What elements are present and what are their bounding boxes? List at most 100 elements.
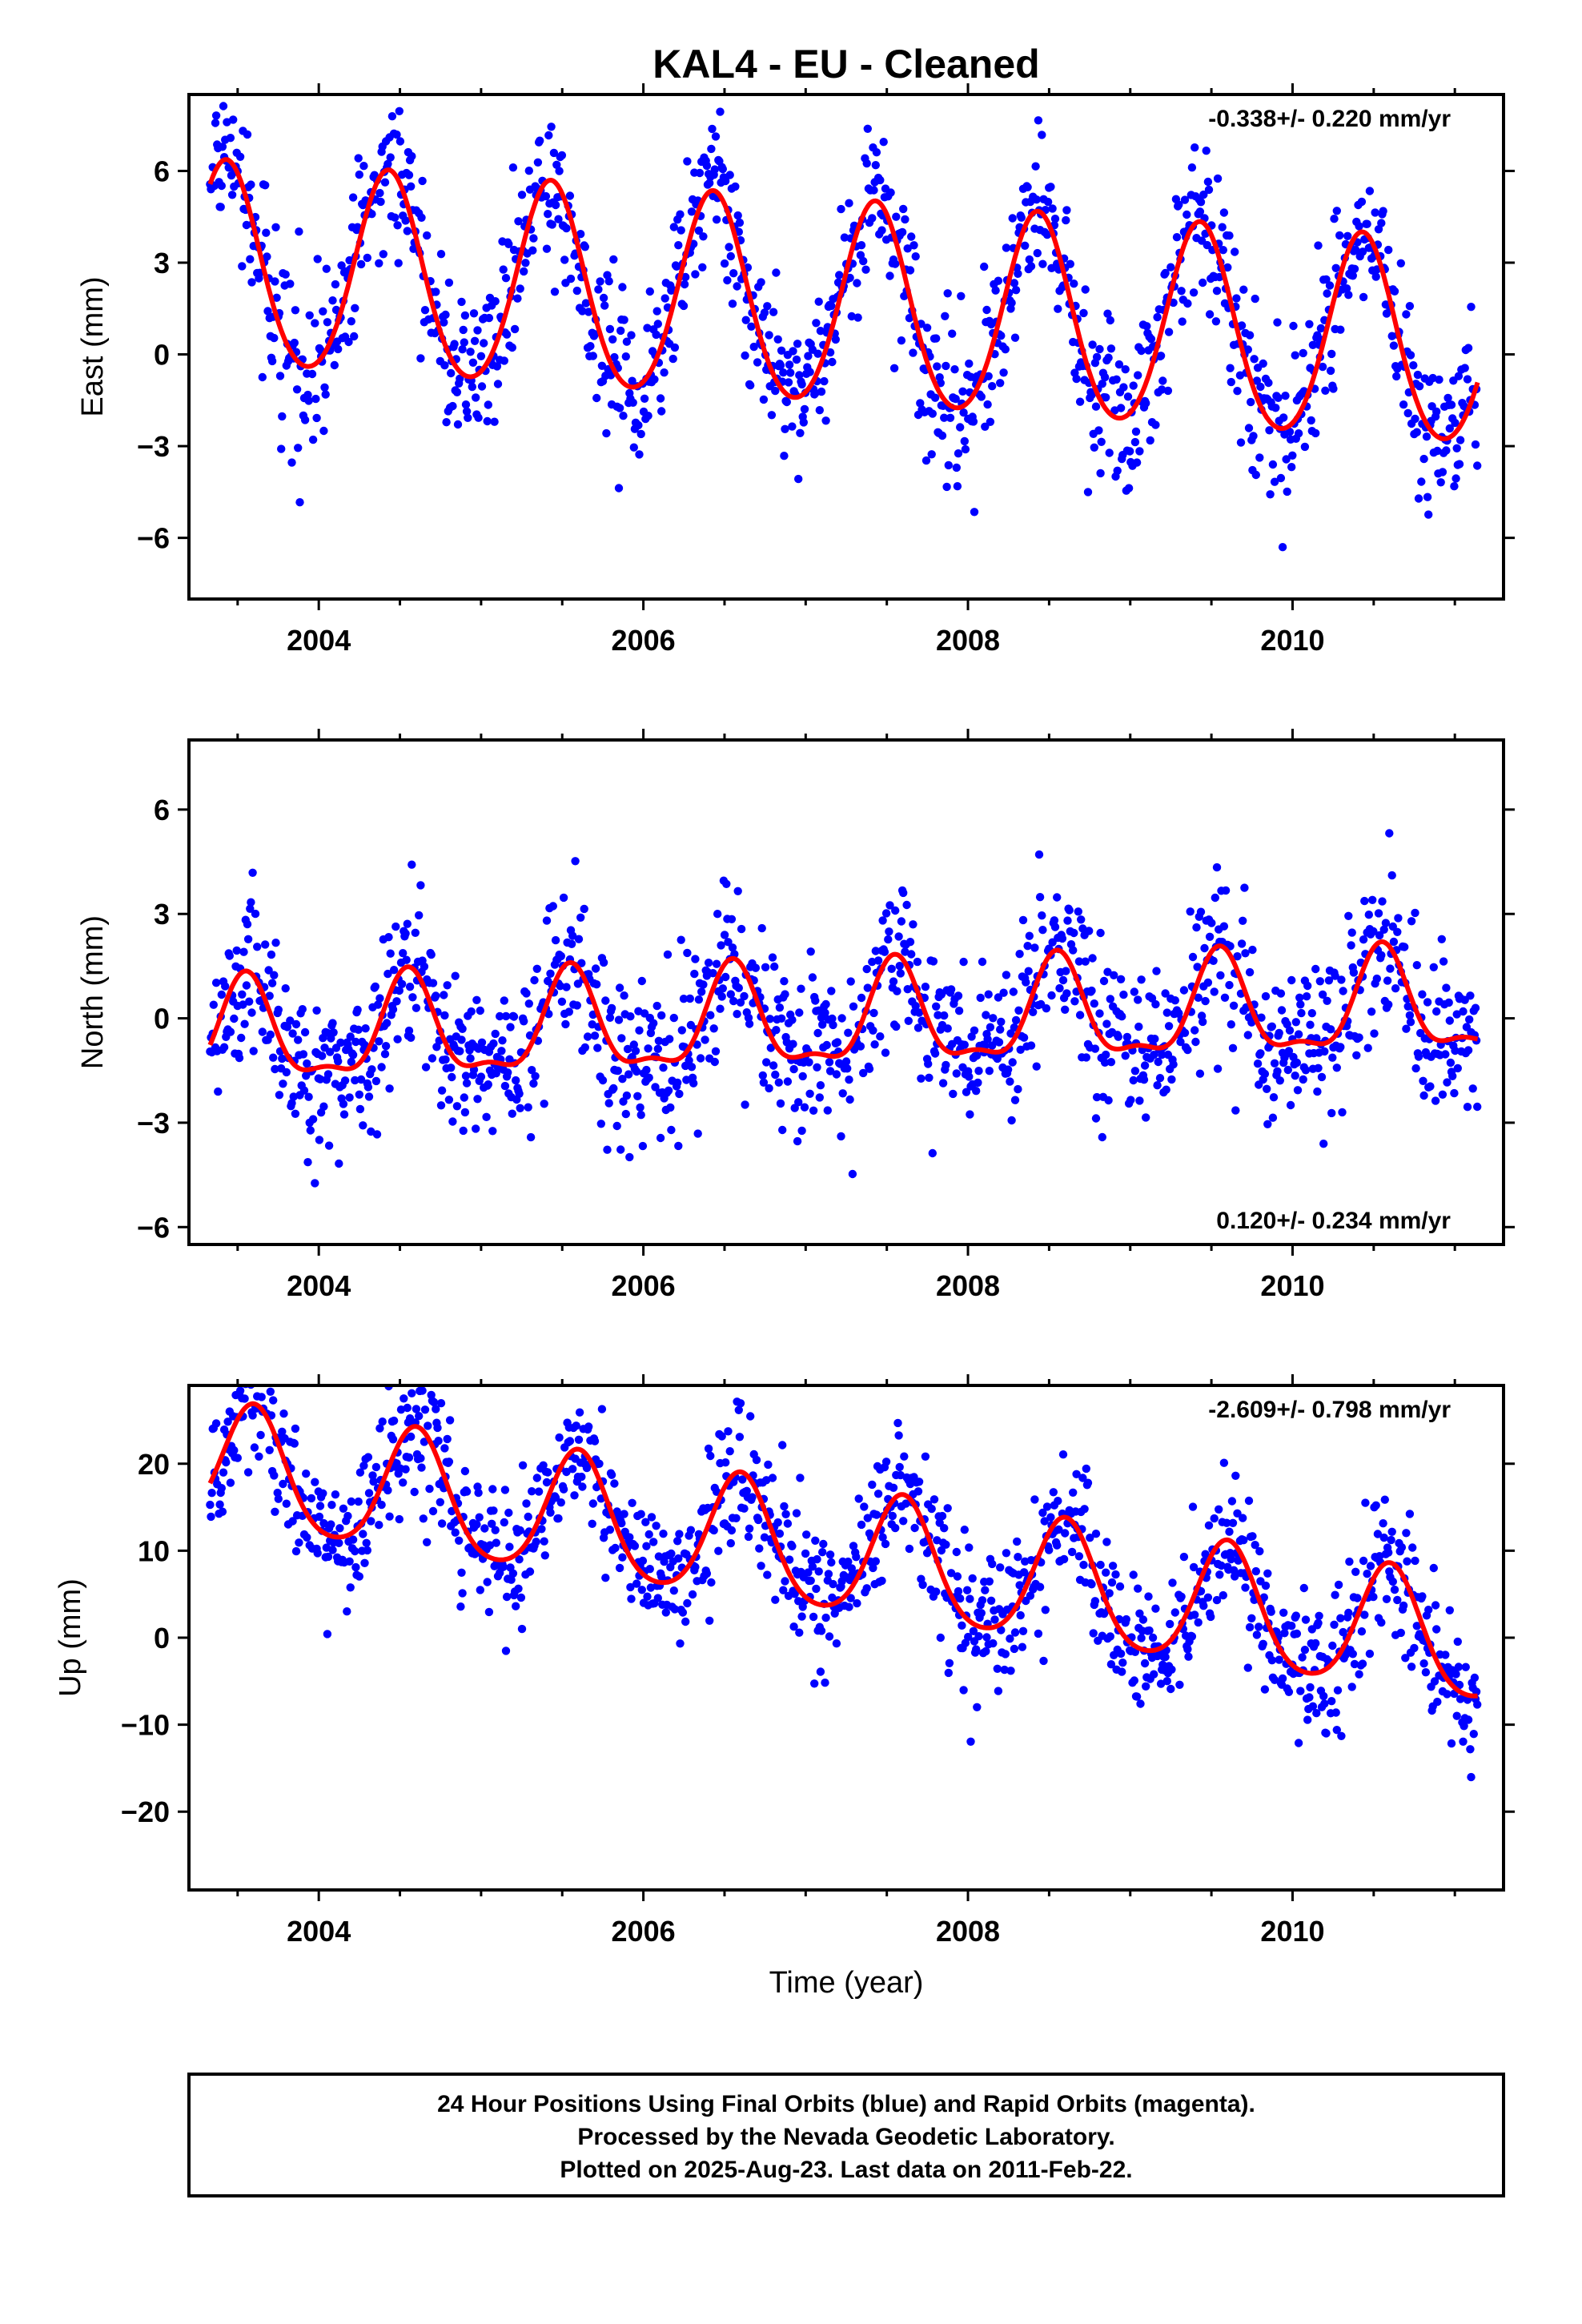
- north-data-point: [1042, 1004, 1051, 1013]
- north-data-point: [1257, 1013, 1266, 1022]
- north-data-point: [1229, 1001, 1239, 1011]
- east-data-point: [1103, 309, 1112, 318]
- east-data-point: [1379, 207, 1387, 215]
- east-data-point: [1177, 287, 1186, 296]
- east-data-point: [897, 227, 907, 237]
- east-data-point: [749, 342, 758, 352]
- up-data-point: [1405, 1510, 1415, 1518]
- up-data-point: [331, 1490, 340, 1499]
- east-data-point: [418, 176, 427, 186]
- up-data-point: [223, 1417, 232, 1426]
- north-data-point: [1032, 1062, 1041, 1071]
- north-data-point: [270, 971, 279, 979]
- east-data-point: [629, 443, 638, 452]
- up-data-point: [1308, 1702, 1318, 1711]
- north-data-point: [677, 935, 685, 944]
- east-data-point: [885, 271, 894, 280]
- north-data-point: [1423, 998, 1432, 1007]
- up-data-point: [1162, 1677, 1172, 1686]
- up-data-point: [1328, 1641, 1337, 1651]
- north-data-point: [359, 1121, 367, 1130]
- north-data-point: [734, 983, 743, 992]
- north-data-point: [925, 1073, 934, 1083]
- east-data-point: [1072, 374, 1081, 384]
- north-data-point: [825, 1058, 834, 1067]
- north-data-point: [1297, 1008, 1306, 1018]
- up-data-point: [1231, 1572, 1239, 1581]
- north-data-point: [420, 962, 429, 971]
- up-data-point: [627, 1594, 636, 1603]
- east-data-point: [1355, 222, 1363, 231]
- up-data-point: [1407, 1663, 1416, 1671]
- north-data-point: [385, 1084, 394, 1093]
- east-data-point: [1433, 446, 1442, 456]
- north-data-point: [324, 1141, 334, 1150]
- east-data-point: [243, 130, 252, 139]
- north-data-point: [375, 1037, 383, 1046]
- east-data-point: [1424, 510, 1433, 519]
- north-data-point: [339, 1110, 349, 1119]
- east-data-point: [1442, 446, 1451, 455]
- up-data-point: [488, 1519, 496, 1529]
- up-data-point: [734, 1405, 743, 1415]
- east-data-point: [1199, 190, 1208, 199]
- east-data-point: [1335, 231, 1344, 240]
- north-data-point: [232, 946, 241, 955]
- north-data-point: [415, 911, 424, 920]
- east-data-point: [712, 215, 721, 224]
- north-data-point: [1301, 1066, 1311, 1075]
- north-data-point: [1338, 1108, 1347, 1117]
- up-data-point: [773, 1518, 782, 1527]
- east-data-point: [1405, 302, 1415, 311]
- east-data-point: [501, 274, 511, 283]
- up-data-point: [1248, 1532, 1257, 1541]
- east-data-point: [458, 345, 467, 354]
- east-data-point: [394, 259, 403, 267]
- east-data-point: [853, 313, 862, 322]
- east-data-point: [1406, 351, 1415, 360]
- north-data-point: [899, 888, 908, 898]
- north-data-point: [797, 984, 805, 993]
- east-data-point: [1183, 299, 1192, 308]
- east-data-point: [720, 259, 729, 268]
- up-data-point: [1083, 1478, 1093, 1487]
- east-data-point: [1113, 466, 1122, 475]
- up-data-point: [451, 1528, 460, 1537]
- up-data-point: [625, 1533, 634, 1542]
- east-data-point: [436, 250, 446, 259]
- east-data-point: [521, 259, 530, 267]
- east-data-point: [1010, 333, 1020, 342]
- up-data-point: [872, 1510, 881, 1519]
- up-data-point: [1014, 1553, 1022, 1562]
- east-data-point: [1062, 215, 1070, 225]
- up-data-point: [1006, 1634, 1014, 1643]
- east-data-point: [1412, 428, 1422, 436]
- north-data-point: [1047, 991, 1056, 1000]
- up-data-point: [364, 1489, 374, 1498]
- north-data-point: [381, 1042, 391, 1051]
- east-data-point: [1102, 393, 1110, 402]
- east-data-point: [1106, 344, 1116, 353]
- north-data-point: [298, 1005, 307, 1014]
- east-data-point: [1332, 207, 1342, 215]
- north-data-point: [363, 1083, 373, 1092]
- up-data-point: [555, 1433, 564, 1442]
- east-data-point: [1455, 460, 1464, 468]
- east-data-point: [733, 282, 741, 291]
- north-data-point: [829, 1020, 837, 1030]
- east-data-point: [772, 268, 781, 277]
- east-data-point: [469, 309, 479, 318]
- east-data-point: [753, 358, 762, 367]
- north-data-point: [548, 902, 557, 911]
- up-data-point: [1148, 1633, 1158, 1642]
- up-data-point: [415, 1412, 424, 1421]
- up-data-point: [1456, 1695, 1465, 1703]
- up-data-point: [219, 1468, 228, 1477]
- up-data-point: [532, 1538, 540, 1546]
- up-data-point: [763, 1570, 772, 1579]
- north-data-point: [1332, 1063, 1342, 1072]
- north-data-point: [258, 1027, 267, 1036]
- north-y-tick-label: −3: [137, 1107, 170, 1140]
- north-data-point: [339, 1100, 348, 1108]
- east-data-point: [835, 271, 844, 279]
